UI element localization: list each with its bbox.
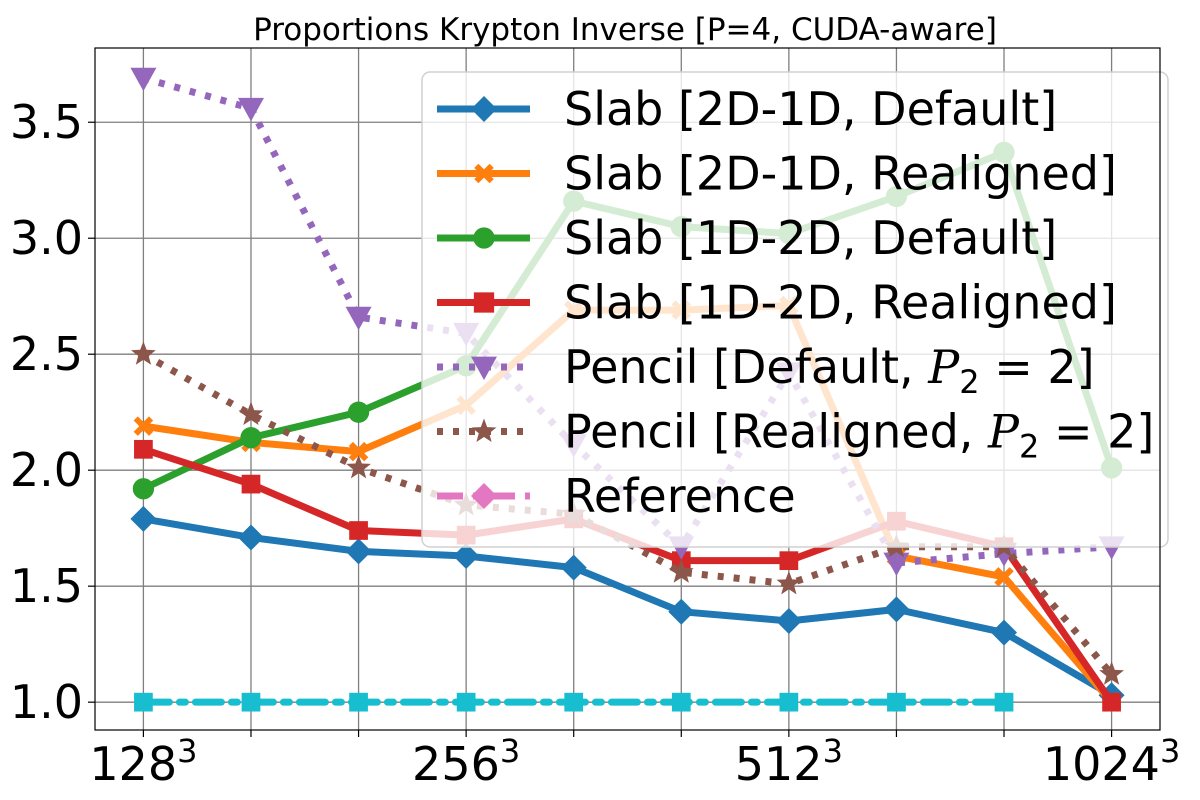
legend-item-2: Slab [1D-2D, Default]: [437, 211, 1057, 265]
square-marker: [349, 692, 368, 712]
star-marker: [131, 341, 156, 365]
square-marker: [887, 692, 906, 712]
legend-label: Pencil [Default, P2 = 2]: [564, 340, 1095, 401]
y-tick-label: 3.5: [10, 95, 83, 149]
star-marker: [1099, 661, 1124, 685]
x-marker: [133, 416, 154, 436]
triangle-marker: [883, 552, 910, 576]
diamond-marker: [668, 598, 695, 625]
circle-marker: [347, 401, 370, 423]
x-marker: [474, 163, 494, 184]
triangle-marker: [237, 97, 264, 122]
legend-item-4: Pencil [Default, P2 = 2]: [437, 340, 1095, 401]
x-marker: [994, 567, 1014, 587]
legend-label: Slab [1D-2D, Realigned]: [564, 276, 1117, 330]
series-7: [134, 692, 1014, 712]
star-marker: [238, 401, 264, 425]
x-tick-label: 2563: [412, 732, 520, 791]
diamond-marker: [560, 554, 587, 581]
series-0: [130, 505, 1125, 709]
square-marker: [564, 692, 584, 712]
legend-label: Slab [1D-2D, Default]: [564, 211, 1057, 265]
circle-marker: [132, 478, 155, 500]
square-marker: [671, 692, 691, 712]
square-marker: [134, 439, 153, 459]
legend-label: Slab [2D-1D, Realigned]: [564, 147, 1117, 201]
square-marker: [1102, 692, 1121, 712]
chart-title: Proportions Krypton Inverse [P=4, CUDA-a…: [253, 12, 997, 48]
diamond-marker: [471, 483, 497, 509]
legend-item-6: Reference: [437, 469, 796, 523]
diamond-marker: [453, 543, 480, 570]
diamond-marker: [775, 607, 802, 634]
legend-box: [421, 71, 1169, 548]
legend-label: Slab [2D-1D, Default]: [564, 82, 1057, 136]
y-tick-label: 2.0: [10, 443, 83, 497]
triangle-marker: [345, 306, 372, 331]
x-axis: 1283 2563 5123 10243: [89, 730, 1180, 791]
diamond-marker: [883, 596, 910, 623]
legend-label: Reference: [564, 469, 796, 523]
x-marker: [348, 441, 369, 462]
plot-frame: [94, 47, 1161, 731]
y-tick-label: 1.5: [10, 559, 83, 613]
square-marker: [779, 692, 799, 712]
y-tick-label: 3.0: [10, 211, 83, 265]
legend-item-0: Slab [2D-1D, Default]: [437, 82, 1057, 136]
diamond-marker: [345, 538, 372, 565]
x-tick-label: 5123: [735, 732, 843, 791]
circle-marker: [240, 427, 262, 449]
square-marker: [473, 292, 495, 313]
legend-item-3: Slab [1D-2D, Realigned]: [437, 276, 1117, 330]
series-line: [139, 515, 1116, 699]
square-marker: [241, 692, 261, 712]
series-line: [142, 74, 1112, 567]
square-marker: [779, 551, 799, 571]
diamond-marker: [991, 619, 1018, 646]
triangle-marker: [130, 67, 157, 92]
star-marker: [668, 559, 694, 583]
x-tick-label: 1283: [89, 732, 197, 791]
triangle-marker: [991, 543, 1018, 567]
y-tick-label: 1.0: [10, 675, 83, 729]
square-marker: [349, 521, 368, 540]
triangle-marker: [471, 356, 497, 380]
legend-label: Pencil [Realigned, P2 = 2]: [564, 405, 1154, 466]
legend-item-5: Pencil [Realigned, P2 = 2]: [437, 405, 1154, 466]
star-marker: [471, 418, 497, 442]
square-marker: [241, 474, 261, 494]
star-marker: [346, 454, 371, 479]
y-tick-label: 2.5: [10, 327, 83, 381]
circle-marker: [473, 227, 495, 249]
square-marker: [456, 692, 476, 712]
diamond-marker: [130, 505, 157, 532]
square-marker: [134, 692, 153, 712]
x-tick-label: 10243: [1043, 732, 1180, 791]
y-axis: 1.0 1.5 2.0 2.5 3.0 3.5: [10, 95, 95, 729]
diamond-marker: [237, 524, 264, 551]
star-marker: [776, 570, 802, 595]
diamond-marker: [471, 96, 497, 122]
square-marker: [994, 692, 1014, 712]
legend-item-1: Slab [2D-1D, Realigned]: [437, 147, 1117, 201]
legend: Slab [2D-1D, Default] Slab [2D-1D, Realig…: [421, 71, 1169, 548]
